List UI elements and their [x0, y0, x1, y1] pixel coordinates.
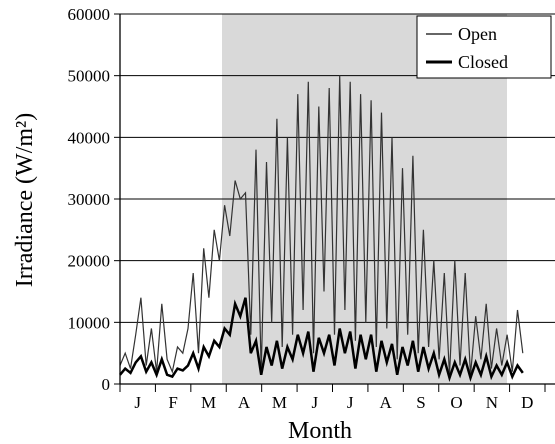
y-tick-label: 50000: [68, 67, 111, 86]
y-tick-label: 20000: [68, 252, 111, 271]
x-tick-label: M: [272, 393, 287, 412]
legend-box: [416, 15, 552, 79]
x-tick-label: D: [521, 393, 533, 412]
y-tick-label: 30000: [68, 190, 111, 209]
legend-closed-label: Closed: [458, 52, 508, 72]
x-tick-label: A: [379, 393, 392, 412]
x-axis-title: Month: [288, 418, 352, 444]
x-tick-label: J: [347, 393, 354, 412]
x-tick-label: J: [134, 393, 141, 412]
y-axis-ticks: 0 10000 20000 30000 40000 50000 60000: [68, 5, 120, 394]
x-tick-label: A: [238, 393, 251, 412]
x-tick-label: O: [450, 393, 462, 412]
y-tick-label: 60000: [68, 5, 111, 24]
series-open-line: [119, 75, 524, 375]
y-axis-title: Irradiance (W/m²): [12, 113, 38, 287]
legend: Open Closed: [416, 15, 552, 79]
x-tick-label: S: [416, 393, 425, 412]
x-tick-label: F: [168, 393, 177, 412]
x-tick-label: J: [311, 393, 318, 412]
series-closed-line: [119, 297, 524, 382]
x-tick-label: M: [201, 393, 216, 412]
y-tick-label: 0: [102, 375, 111, 394]
x-tick-label: N: [486, 393, 498, 412]
y-tick-label: 40000: [68, 128, 111, 147]
y-tick-label: 10000: [68, 313, 111, 332]
legend-open-label: Open: [458, 24, 497, 44]
